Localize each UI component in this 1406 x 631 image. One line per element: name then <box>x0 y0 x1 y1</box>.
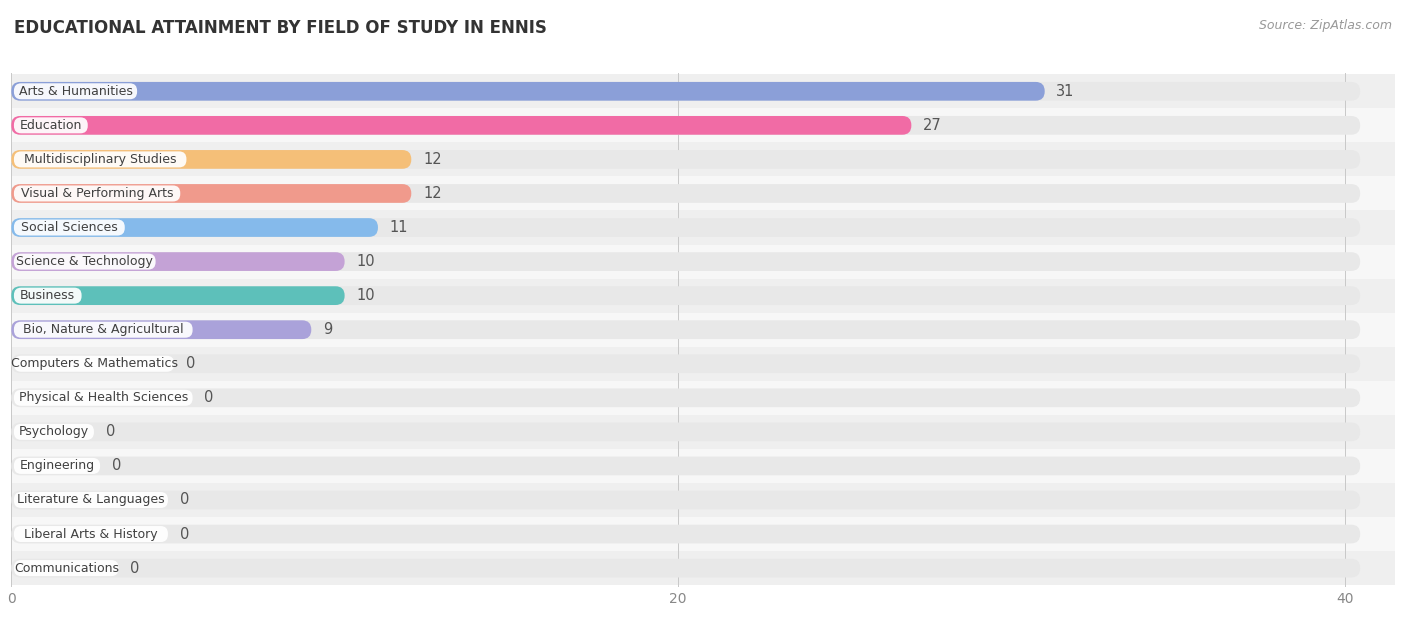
FancyBboxPatch shape <box>11 218 378 237</box>
Text: 0: 0 <box>180 492 188 507</box>
Bar <box>11 143 1395 177</box>
FancyBboxPatch shape <box>14 492 167 508</box>
FancyBboxPatch shape <box>11 321 1360 339</box>
FancyBboxPatch shape <box>14 117 87 133</box>
Bar <box>11 177 1395 211</box>
FancyBboxPatch shape <box>11 286 344 305</box>
Text: 0: 0 <box>186 357 195 371</box>
FancyBboxPatch shape <box>11 252 344 271</box>
Text: Communications: Communications <box>14 562 118 575</box>
FancyBboxPatch shape <box>14 322 193 338</box>
Text: 12: 12 <box>423 152 441 167</box>
Text: Education: Education <box>20 119 82 132</box>
FancyBboxPatch shape <box>11 150 412 168</box>
FancyBboxPatch shape <box>11 423 1360 441</box>
FancyBboxPatch shape <box>11 286 1360 305</box>
Text: Psychology: Psychology <box>18 425 89 439</box>
FancyBboxPatch shape <box>11 457 1360 475</box>
FancyBboxPatch shape <box>11 184 1360 203</box>
Text: Bio, Nature & Agricultural: Bio, Nature & Agricultural <box>22 323 184 336</box>
FancyBboxPatch shape <box>14 424 94 440</box>
Bar <box>11 245 1395 279</box>
Bar <box>11 211 1395 245</box>
FancyBboxPatch shape <box>11 116 911 135</box>
Bar <box>11 74 1395 109</box>
FancyBboxPatch shape <box>11 218 1360 237</box>
Text: 9: 9 <box>323 322 332 337</box>
FancyBboxPatch shape <box>14 254 156 269</box>
FancyBboxPatch shape <box>14 220 125 235</box>
FancyBboxPatch shape <box>11 184 412 203</box>
FancyBboxPatch shape <box>11 389 1360 407</box>
Bar <box>11 517 1395 551</box>
Text: 31: 31 <box>1056 84 1074 99</box>
Text: 0: 0 <box>105 425 115 439</box>
Text: EDUCATIONAL ATTAINMENT BY FIELD OF STUDY IN ENNIS: EDUCATIONAL ATTAINMENT BY FIELD OF STUDY… <box>14 19 547 37</box>
FancyBboxPatch shape <box>14 151 187 167</box>
Text: 0: 0 <box>131 560 139 575</box>
Bar <box>11 109 1395 143</box>
FancyBboxPatch shape <box>14 288 82 304</box>
FancyBboxPatch shape <box>11 524 1360 543</box>
Bar <box>11 313 1395 346</box>
FancyBboxPatch shape <box>11 82 1360 101</box>
Text: 0: 0 <box>204 391 214 405</box>
Text: Social Sciences: Social Sciences <box>21 221 118 234</box>
Text: Liberal Arts & History: Liberal Arts & History <box>24 528 157 541</box>
Text: 27: 27 <box>922 118 942 133</box>
Text: Engineering: Engineering <box>20 459 94 473</box>
FancyBboxPatch shape <box>11 150 1360 168</box>
Text: Literature & Languages: Literature & Languages <box>17 493 165 507</box>
Text: Visual & Performing Arts: Visual & Performing Arts <box>21 187 173 200</box>
FancyBboxPatch shape <box>11 82 1045 101</box>
FancyBboxPatch shape <box>11 491 1360 509</box>
Bar <box>11 415 1395 449</box>
Text: Physical & Health Sciences: Physical & Health Sciences <box>18 391 188 404</box>
FancyBboxPatch shape <box>14 560 118 576</box>
Text: 11: 11 <box>389 220 408 235</box>
Text: Computers & Mathematics: Computers & Mathematics <box>10 357 177 370</box>
Text: Business: Business <box>20 289 76 302</box>
FancyBboxPatch shape <box>14 356 174 372</box>
Bar <box>11 551 1395 585</box>
FancyBboxPatch shape <box>14 458 100 474</box>
FancyBboxPatch shape <box>11 355 1360 373</box>
Bar <box>11 380 1395 415</box>
Text: 10: 10 <box>356 288 375 303</box>
Text: Source: ZipAtlas.com: Source: ZipAtlas.com <box>1258 19 1392 32</box>
FancyBboxPatch shape <box>14 390 193 406</box>
Text: Multidisciplinary Studies: Multidisciplinary Studies <box>24 153 176 166</box>
FancyBboxPatch shape <box>11 252 1360 271</box>
Bar <box>11 346 1395 380</box>
Bar <box>11 449 1395 483</box>
Text: 12: 12 <box>423 186 441 201</box>
FancyBboxPatch shape <box>11 558 1360 577</box>
FancyBboxPatch shape <box>14 186 180 201</box>
Text: 0: 0 <box>180 526 188 541</box>
Text: Science & Technology: Science & Technology <box>17 255 153 268</box>
Text: 0: 0 <box>111 459 121 473</box>
Text: 10: 10 <box>356 254 375 269</box>
FancyBboxPatch shape <box>14 526 167 542</box>
Bar <box>11 483 1395 517</box>
FancyBboxPatch shape <box>14 83 138 99</box>
FancyBboxPatch shape <box>11 321 311 339</box>
FancyBboxPatch shape <box>11 116 1360 135</box>
Bar <box>11 279 1395 313</box>
Text: Arts & Humanities: Arts & Humanities <box>18 85 132 98</box>
